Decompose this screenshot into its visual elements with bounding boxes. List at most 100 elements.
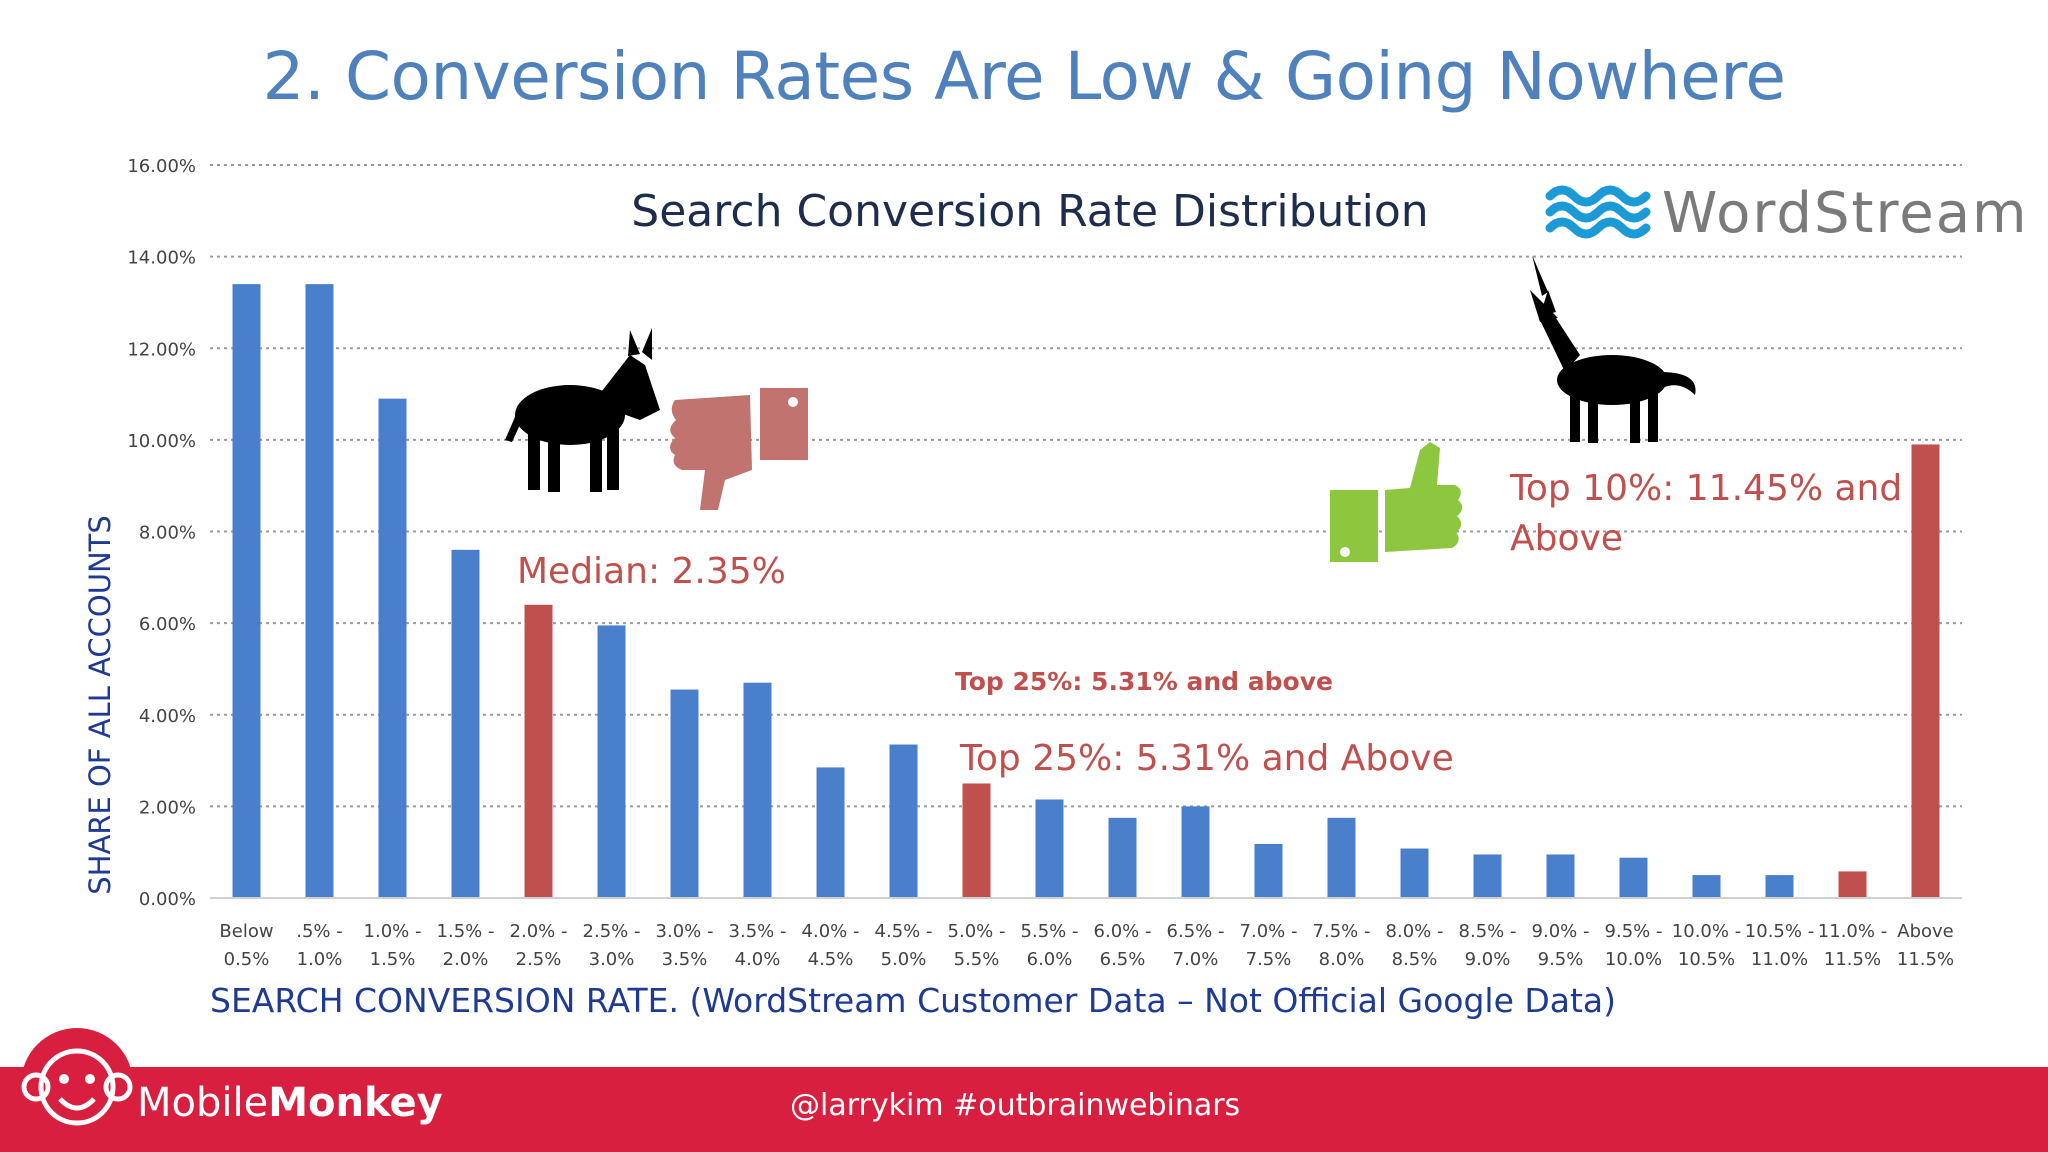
x-tick-label: 2.5% - <box>583 921 641 942</box>
x-tick-label: 1.0% <box>297 949 343 970</box>
x-tick-label: 8.0% <box>1319 949 1365 970</box>
highlighted-bar <box>1838 871 1867 898</box>
x-tick-label: 4.5% <box>808 949 854 970</box>
x-tick-label: 11.5% <box>1824 949 1881 970</box>
chart-title: Search Conversion Rate Distribution <box>631 186 1428 237</box>
bar <box>451 549 480 898</box>
thumbs-down-icon <box>670 388 808 510</box>
brand-bold: Monkey <box>268 1080 443 1126</box>
x-tick-label: 2.5% <box>516 949 562 970</box>
x-tick-label: 5.5% <box>954 949 1000 970</box>
y-tick-label: 2.00% <box>139 797 196 818</box>
x-tick-label: 4.0% - <box>802 921 860 942</box>
x-tick-label: 10.0% <box>1605 949 1662 970</box>
wordstream-logo-text: WordStream <box>1662 181 2029 246</box>
top10-annotation-line1: Top 10%: 11.45% and <box>1509 468 1902 509</box>
x-axis-label: SEARCH CONVERSION RATE. (WordStream Cust… <box>210 981 1616 1020</box>
x-tick-label: 8.5% - <box>1459 921 1517 942</box>
bar <box>670 689 699 898</box>
x-tick-label: 7.0% - <box>1240 921 1298 942</box>
bar <box>889 744 918 898</box>
y-tick-label: 8.00% <box>139 523 196 544</box>
x-tick-label: .5% - <box>296 921 343 942</box>
bar <box>816 767 845 898</box>
x-tick-label: Above <box>1897 921 1953 942</box>
x-tick-label: 3.5% <box>662 949 708 970</box>
x-tick-label: 8.0% - <box>1386 921 1444 942</box>
x-tick-label: 10.5% <box>1678 949 1735 970</box>
x-tick-label: 9.0% <box>1465 949 1511 970</box>
bar <box>1692 875 1721 898</box>
thumbs-up-icon <box>1330 442 1463 562</box>
y-tick-label: 14.00% <box>127 248 196 269</box>
bar <box>1327 817 1356 898</box>
x-tick-label: 6.0% <box>1027 949 1073 970</box>
x-tick-label: 7.5% <box>1246 949 1292 970</box>
x-tick-label: 6.5% - <box>1167 921 1225 942</box>
top10-annotation-line2: Above <box>1510 518 1623 559</box>
y-tick-label: 6.00% <box>139 614 196 635</box>
bar <box>597 625 626 898</box>
median-annotation: Median: 2.35% <box>517 551 786 592</box>
x-tick-label: 5.0% - <box>948 921 1006 942</box>
y-tick-label: 12.00% <box>127 339 196 360</box>
bar <box>1181 806 1210 898</box>
wordstream-logo: WordStream <box>1545 181 2029 246</box>
highlighted-bar <box>962 783 991 898</box>
x-tick-label: 4.5% - <box>875 921 933 942</box>
grid-lines <box>210 164 1962 808</box>
highlighted-bar <box>1911 444 1940 898</box>
y-tick-labels: 0.00% 2.00% 4.00% 6.00% 8.00% 10.00% 12.00% 14.… <box>127 156 196 910</box>
x-tick-label: 6.0% - <box>1094 921 1152 942</box>
x-tick-label: 6.5% <box>1100 949 1146 970</box>
highlighted-bar <box>524 604 553 898</box>
x-tick-label: 1.5% - <box>437 921 495 942</box>
bar <box>1108 817 1137 898</box>
bar <box>1254 843 1283 898</box>
x-tick-label: 2.0% - <box>510 921 568 942</box>
unicorn-icon <box>1530 255 1696 443</box>
x-tick-label: 9.5% - <box>1605 921 1663 942</box>
x-tick-label: 7.5% - <box>1313 921 1371 942</box>
bar <box>1765 875 1794 898</box>
x-tick-label: 1.5% <box>370 949 416 970</box>
x-tick-label: 3.0% <box>589 949 635 970</box>
bar <box>305 284 334 898</box>
y-tick-label: 0.00% <box>139 889 196 910</box>
x-tick-labels: Below 0.5% .5% - 1.0% 1.0% - 1.5% 1.5% - 2.0% 2.… <box>219 921 1954 970</box>
bar <box>1546 854 1575 898</box>
x-tick-label: 4.0% <box>735 949 781 970</box>
bar <box>1473 854 1502 898</box>
top25-small-annotation: Top 25%: 5.31% and above <box>955 667 1333 696</box>
x-tick-label: 5.5% - <box>1021 921 1079 942</box>
bar <box>743 682 772 898</box>
x-tick-label: 11.0% <box>1751 949 1808 970</box>
y-tick-label: 16.00% <box>127 156 196 177</box>
x-tick-label: 0.5% <box>224 949 270 970</box>
bar-series <box>232 284 1940 898</box>
x-tick-label: 10.5% - <box>1745 921 1814 942</box>
x-tick-label: 9.0% - <box>1532 921 1590 942</box>
brand-light: Mobile <box>137 1080 269 1126</box>
bar <box>1035 799 1064 898</box>
footer-hashtag: @larrykim #outbrainwebinars <box>790 1088 1241 1123</box>
x-tick-label: 3.0% - <box>656 921 714 942</box>
footer-bar <box>0 1067 2048 1152</box>
mobilemonkey-brand: MobileMonkey <box>137 1080 443 1126</box>
x-tick-label: 9.5% <box>1538 949 1584 970</box>
x-tick-label: 8.5% <box>1392 949 1438 970</box>
donkey-icon <box>505 328 660 492</box>
x-tick-label: 11.0% - <box>1818 921 1887 942</box>
monkey-logo-icon <box>21 1028 133 1140</box>
bar <box>1619 857 1648 898</box>
bar <box>378 398 407 898</box>
x-tick-label: 11.5% <box>1897 949 1954 970</box>
bar <box>232 284 261 898</box>
slide-title: 2. Conversion Rates Are Low & Going Nowh… <box>262 38 1787 115</box>
y-axis-label: SHARE OF ALL ACCOUNTS <box>83 515 117 895</box>
wave-logo-icon <box>1545 185 1651 239</box>
bar <box>1400 848 1429 898</box>
y-tick-label: 10.00% <box>127 431 196 452</box>
